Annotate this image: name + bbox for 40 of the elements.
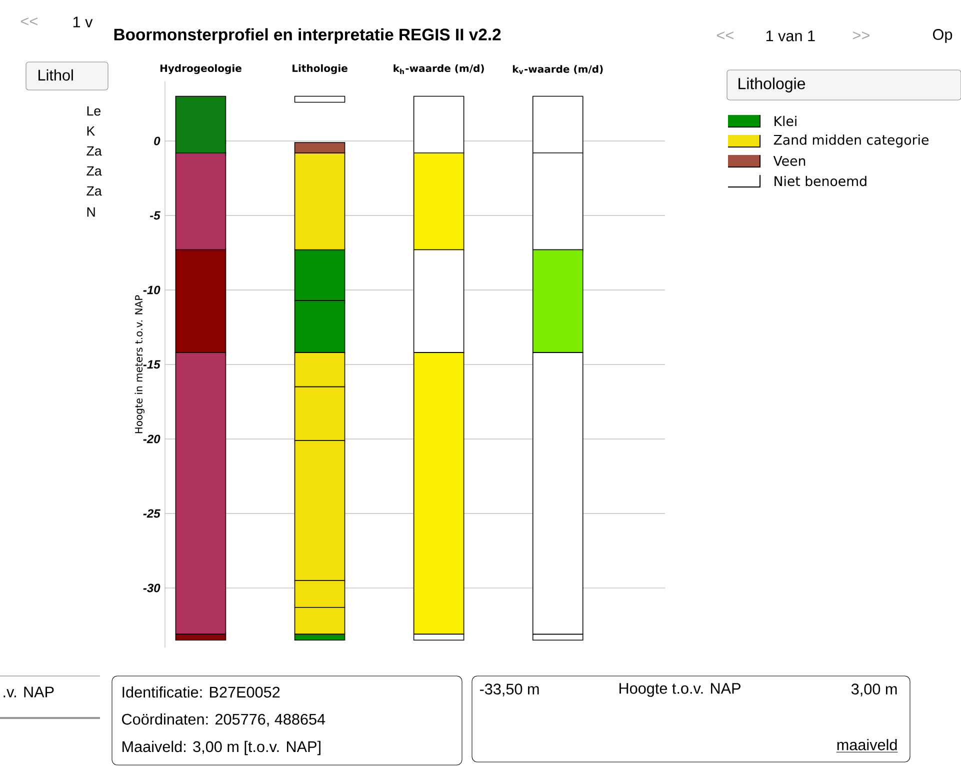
text: 1 v bbox=[73, 16, 93, 28]
legend-label: Niet benoemd bbox=[774, 176, 866, 186]
x-tick-label: k$_{v}$-waarde (m/d) bbox=[512, 65, 603, 74]
text: Coördinaten: 205776, 488654 bbox=[122, 713, 326, 727]
text: Za bbox=[86, 166, 102, 176]
text: << bbox=[717, 32, 734, 40]
x-tick-label: Hydrogeologie bbox=[160, 64, 242, 74]
legend-label: Klei bbox=[774, 116, 796, 126]
legend-title: Lithologie bbox=[738, 78, 806, 92]
text: K bbox=[87, 126, 96, 136]
y-tick-label: -20 bbox=[143, 434, 160, 444]
x-tick-label: k$_{h}$-waarde (m/d) bbox=[394, 64, 484, 74]
x-tick-label: Lithologie bbox=[292, 64, 348, 74]
y-tick-label: -10 bbox=[143, 286, 160, 294]
y-tick-label: -30 bbox=[143, 584, 160, 592]
y-axis-title: Hoogte in meters t.o.v. NAP bbox=[134, 295, 144, 434]
text: Za bbox=[86, 186, 102, 196]
text: Lithol bbox=[38, 69, 73, 81]
y-tick-label: -15 bbox=[143, 360, 160, 369]
y-tick-label: 0 bbox=[154, 136, 160, 146]
text: 1 van 1 bbox=[766, 30, 815, 42]
text: maaiveld bbox=[837, 739, 897, 750]
text: Hoogte t.o.v. NAP bbox=[620, 683, 740, 697]
text: 3,00 m bbox=[851, 684, 897, 696]
y-tick-label: -5 bbox=[150, 211, 160, 220]
legend-label: Veen bbox=[773, 156, 806, 166]
chart-title: Boormonsterprofiel en interpretatie REGIS II v2.2 bbox=[114, 28, 501, 44]
text: Le bbox=[87, 106, 100, 116]
text: Za bbox=[86, 146, 102, 156]
text: << bbox=[21, 18, 38, 26]
text: >> bbox=[853, 32, 870, 40]
text: .v. NAP bbox=[4, 686, 54, 698]
legend-label: Zand midden categorie bbox=[774, 134, 928, 148]
text: Maaiveld: 3,00 m [t.o.v. NAP] bbox=[122, 740, 320, 756]
bar bbox=[294, 96, 346, 103]
y-tick-label: -25 bbox=[143, 509, 160, 518]
text: Op bbox=[933, 29, 952, 43]
text: Identificatie: B27E0052 bbox=[122, 686, 280, 698]
text: N bbox=[87, 207, 95, 217]
text: -33,50 m bbox=[480, 684, 539, 696]
